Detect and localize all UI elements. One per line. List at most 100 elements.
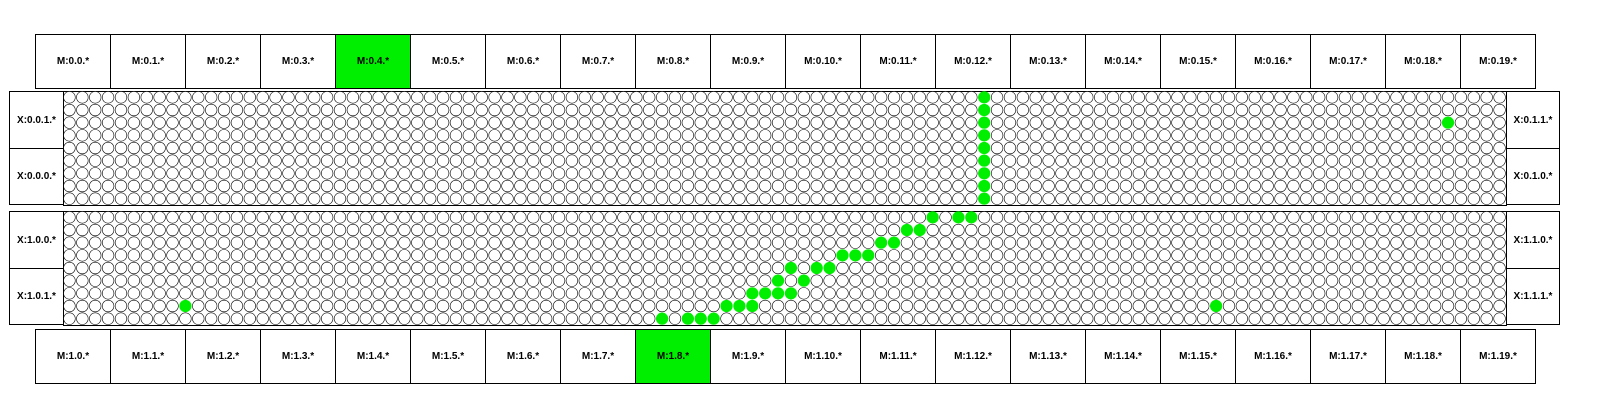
channel-dot: [1454, 223, 1468, 237]
bottom-module-17: M:1.17.*: [1310, 329, 1386, 384]
channel-dot: [1429, 91, 1442, 104]
channel-dot: [1171, 192, 1184, 205]
channel-dot: [1081, 274, 1094, 287]
channel-dot: [359, 192, 372, 205]
hit-channel: [1209, 299, 1223, 313]
channel-dot: [681, 287, 694, 300]
channel-dot: [1416, 261, 1429, 275]
channel-dot: [269, 211, 282, 224]
channel-dot: [926, 154, 939, 167]
channel-dot: [771, 129, 785, 142]
channel-dot: [205, 312, 218, 325]
channel-dot: [926, 274, 939, 287]
channel-dot: [1467, 116, 1480, 129]
channel-dot: [166, 167, 179, 180]
channel-dot: [540, 274, 553, 287]
channel-dot: [372, 167, 385, 180]
channel-dot: [604, 179, 617, 193]
channel-dot: [346, 261, 360, 275]
channel-dot: [1094, 249, 1107, 262]
channel-dot: [1171, 299, 1184, 313]
channel-dot: [617, 192, 630, 205]
channel-dot: [823, 192, 836, 205]
channel-dot: [217, 167, 231, 180]
channel-dot: [1338, 167, 1352, 180]
channel-dot: [398, 91, 411, 104]
channel-dot: [1351, 91, 1364, 104]
channel-dot: [771, 167, 785, 180]
channel-dot: [720, 116, 733, 129]
channel-dot: [1403, 141, 1416, 155]
bottom-module-18: M:1.18.*: [1385, 329, 1461, 384]
channel-dot: [1351, 116, 1364, 129]
channel-dot: [256, 167, 269, 180]
channel-dot: [1403, 287, 1416, 300]
channel-dot: [76, 141, 89, 155]
channel-dot: [1364, 167, 1377, 180]
channel-dot: [900, 141, 914, 155]
channel-dot: [900, 249, 914, 262]
channel-dot: [1209, 312, 1223, 325]
channel-dot: [1029, 236, 1042, 249]
channel-dot: [140, 141, 153, 155]
channel-dot: [436, 312, 450, 325]
hit-channel: [913, 223, 926, 237]
channel-dot: [707, 261, 720, 275]
channel-dot: [733, 249, 746, 262]
channel-dot: [1222, 141, 1236, 155]
channel-dot: [1300, 103, 1313, 117]
channel-dot: [990, 312, 1004, 325]
channel-dot: [1416, 249, 1429, 262]
channel-dot: [1351, 223, 1364, 237]
channel-dot: [166, 116, 179, 129]
channel-dot: [346, 192, 360, 205]
channel-dot: [1403, 103, 1416, 117]
channel-dot: [320, 287, 334, 300]
channel-dot: [1441, 129, 1455, 142]
channel-dot: [1016, 287, 1029, 300]
channel-dot: [320, 167, 334, 180]
channel-dot: [630, 141, 643, 155]
channel-dot: [385, 141, 398, 155]
channel-dot: [217, 236, 231, 249]
channel-dot: [1106, 154, 1120, 167]
channel-dot: [862, 116, 875, 129]
channel-dot: [978, 236, 991, 249]
channel-dot: [89, 236, 102, 249]
channel-dot: [1081, 312, 1094, 325]
channel-dot: [346, 141, 360, 155]
top-module-9: M:0.9.*: [710, 34, 786, 89]
channel-dot: [1158, 261, 1171, 275]
channel-dot: [552, 116, 566, 129]
channel-dot: [578, 236, 591, 249]
channel-dot: [849, 287, 862, 300]
channel-dot: [372, 91, 385, 104]
channel-dot: [76, 223, 89, 237]
channel-dot: [565, 192, 579, 205]
channel-dot: [166, 211, 179, 224]
channel-dot: [1081, 129, 1094, 142]
channel-dot: [153, 167, 166, 180]
channel-dot: [630, 103, 643, 117]
channel-dot: [89, 179, 102, 193]
channel-dot: [1351, 167, 1364, 180]
channel-dot: [1454, 299, 1468, 313]
channel-dot: [1222, 103, 1236, 117]
channel-dot: [1325, 274, 1339, 287]
channel-dot: [1222, 91, 1236, 104]
channel-dot: [1338, 179, 1352, 193]
channel-dot: [1184, 167, 1197, 180]
channel-dot: [1274, 141, 1287, 155]
channel-dot: [604, 236, 617, 249]
channel-dot: [540, 91, 553, 104]
channel-dot: [436, 287, 450, 300]
channel-dot: [862, 154, 875, 167]
channel-dot: [1364, 141, 1377, 155]
channel-dot: [127, 154, 140, 167]
channel-dot: [1119, 236, 1133, 249]
channel-dot: [617, 299, 630, 313]
channel-dot: [269, 274, 282, 287]
channel-dot: [114, 154, 128, 167]
channel-dot: [449, 91, 463, 104]
channel-dot: [643, 154, 656, 167]
